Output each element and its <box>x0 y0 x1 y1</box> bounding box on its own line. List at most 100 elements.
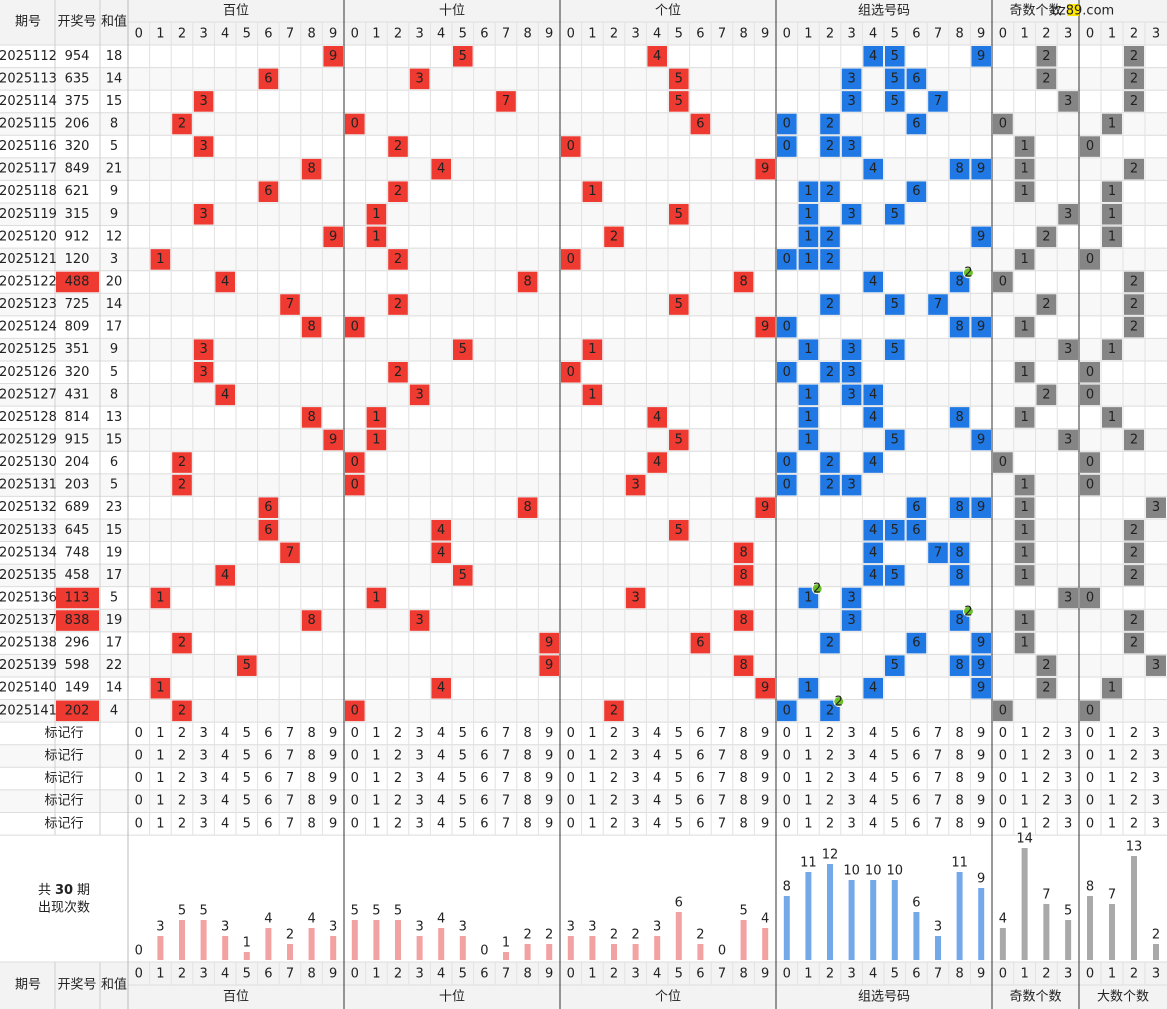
footer-digit: 2 <box>394 967 402 982</box>
position-cell <box>431 519 451 541</box>
marker-digit: 0 <box>783 794 791 809</box>
marker-digit: 3 <box>631 749 639 764</box>
odd-cell-label: 3 <box>1064 342 1072 357</box>
marker-digit: 5 <box>459 816 467 831</box>
odd-cell-label: 1 <box>1020 568 1028 583</box>
marker-digit: 8 <box>739 771 747 786</box>
group-cell-label: 4 <box>869 387 877 402</box>
group-cell <box>863 158 883 180</box>
position-cell <box>193 339 214 360</box>
group-cell-label: 5 <box>891 71 899 86</box>
sum: 19 <box>106 613 123 628</box>
marker-digit: 3 <box>1064 749 1072 764</box>
position-cell <box>345 474 365 496</box>
position-cell <box>755 677 775 699</box>
marker-digit: 4 <box>437 749 445 764</box>
group-cell-label: 1 <box>804 590 812 605</box>
group-cell-label: 1 <box>804 410 812 425</box>
marker-digit: 3 <box>1152 726 1160 741</box>
position-cell-label: 5 <box>675 71 683 86</box>
marker-digit: 4 <box>869 771 877 786</box>
footer-digit: 9 <box>545 967 553 982</box>
footer-digit: 8 <box>955 967 963 982</box>
position-cell <box>280 542 300 564</box>
marker-digit: 2 <box>1042 816 1050 831</box>
position-cell <box>150 587 171 609</box>
footer-digit: 5 <box>891 967 899 982</box>
row-bg <box>0 248 1167 271</box>
position-cell-label: 2 <box>394 139 402 154</box>
position-cell <box>150 249 171 270</box>
count-bar <box>935 936 941 960</box>
marker-digit: 8 <box>955 794 963 809</box>
marker-digit: 1 <box>804 726 812 741</box>
marker-digit: 9 <box>329 794 337 809</box>
count-bar <box>1021 848 1028 960</box>
position-cell-label: 3 <box>631 590 639 605</box>
big-cell-label: 2 <box>1130 274 1138 289</box>
position-cell-label: 5 <box>243 658 251 673</box>
odd-cell-label: 2 <box>1042 658 1050 673</box>
odd-cell <box>1058 339 1078 360</box>
marker-digit: 8 <box>307 816 315 831</box>
group-cell <box>820 294 840 315</box>
marker-digit: 6 <box>912 816 920 831</box>
group-cell <box>820 632 840 654</box>
odd-cell-label: 1 <box>1020 320 1028 335</box>
row-bg <box>0 631 1167 655</box>
header-digit: 0 <box>783 27 791 42</box>
group-cell-label: 4 <box>869 568 877 583</box>
marker-digit: 8 <box>523 726 531 741</box>
sum: 21 <box>106 162 123 177</box>
marker-digit: 6 <box>912 771 920 786</box>
count-bar <box>956 872 963 960</box>
row-bg <box>0 496 1167 519</box>
marker-digit: 5 <box>891 726 899 741</box>
number: 912 <box>65 229 90 244</box>
position-cell-label: 4 <box>653 49 661 64</box>
marker-digit: 4 <box>437 726 445 741</box>
issue: 2025129 <box>0 432 57 447</box>
position-cell-label: 1 <box>156 252 164 267</box>
position-cell <box>733 565 754 586</box>
header-digit: 2 <box>610 27 618 42</box>
big-cell <box>1080 587 1100 609</box>
marker-digit: 3 <box>199 794 207 809</box>
group-cell-label: 9 <box>977 49 985 64</box>
count-bar <box>179 920 185 960</box>
issue: 2025113 <box>0 71 57 86</box>
position-cell <box>193 361 214 383</box>
marker-digit: 1 <box>588 749 596 764</box>
footer-group: 十位 <box>439 990 465 1005</box>
marker-digit: 1 <box>588 771 596 786</box>
position-cell-label: 2 <box>178 636 186 651</box>
header-digit: 5 <box>675 27 683 42</box>
marker-digit: 1 <box>156 749 164 764</box>
group-cell-label: 7 <box>934 545 942 560</box>
group-cell <box>906 519 927 541</box>
header-odd: 奇数个数 <box>1009 3 1061 19</box>
group-cell-label: 4 <box>869 523 877 538</box>
position-cell <box>647 452 667 473</box>
odd-cell-label: 1 <box>1020 523 1028 538</box>
header-digit: 4 <box>653 27 661 42</box>
marker-digit: 2 <box>394 816 402 831</box>
group-cell-label: 1 <box>804 229 812 244</box>
marker-digit: 0 <box>1086 749 1094 764</box>
group-cell <box>906 632 927 654</box>
row-bg <box>0 789 1167 813</box>
header-digit: 1 <box>1108 27 1116 42</box>
header-digit: 8 <box>307 27 315 42</box>
position-cell <box>755 316 775 338</box>
marker-digit: 8 <box>307 771 315 786</box>
group-cell <box>863 271 883 293</box>
group-cell-label: 0 <box>783 478 791 493</box>
footer-digit: 8 <box>523 967 531 982</box>
marker-digit: 4 <box>437 771 445 786</box>
header-group: 组选号码 <box>858 4 910 19</box>
issue: 2025128 <box>0 410 57 425</box>
marker-digit: 9 <box>545 749 553 764</box>
group-cell <box>971 316 991 338</box>
marker-digit: 1 <box>588 726 596 741</box>
marker-digit: 6 <box>264 771 272 786</box>
